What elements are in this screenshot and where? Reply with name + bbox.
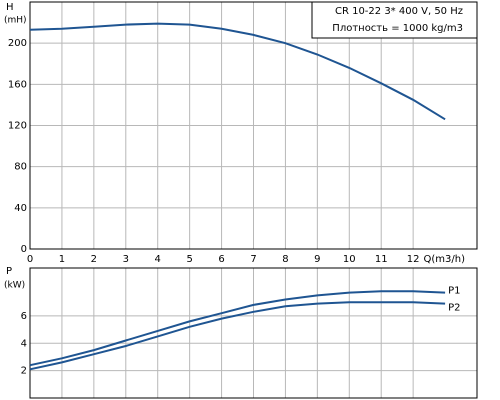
x-tick-label: 3 (123, 254, 129, 265)
x-label: Q(m3/h) (424, 254, 466, 265)
curve (29, 301, 446, 371)
x-tick-label: 7 (250, 254, 256, 265)
curve (29, 290, 446, 367)
info-text: Плотность = 1000 kg/m3 (332, 23, 463, 34)
x-tick-label: 1 (59, 254, 65, 265)
curve (29, 22, 446, 121)
y-tick-label: 160 (8, 79, 27, 90)
frame (29, 1, 478, 250)
y-tick-label: 2 (21, 366, 27, 377)
curve-label: P1 (448, 286, 460, 297)
y-tick-label: 4 (21, 338, 27, 349)
y-unit: (mH) (4, 16, 27, 26)
x-tick-label: 11 (375, 254, 388, 265)
y-tick-label: 0 (21, 244, 27, 255)
x-tick-label: 4 (155, 254, 161, 265)
y-tick-label: 80 (14, 162, 27, 173)
y-unit: (kW) (4, 281, 25, 291)
y-tick-label: 120 (8, 121, 27, 132)
y-tick-label: 200 (8, 38, 27, 49)
x-tick-label: 9 (314, 254, 320, 265)
x-tick-label: 2 (91, 254, 97, 265)
x-tick-label: 6 (218, 254, 224, 265)
y-tick-label: 6 (21, 311, 27, 322)
info-text: CR 10-22 3* 400 V, 50 Hz (335, 6, 463, 17)
y-label: P (6, 266, 12, 277)
frame (29, 267, 478, 399)
x-tick-label: 12 (407, 254, 420, 265)
y-tick-label: 40 (14, 203, 27, 214)
x-tick-label: 10 (343, 254, 356, 265)
curve-label: P2 (448, 303, 460, 314)
x-tick-label: 5 (186, 254, 192, 265)
x-tick-label: 8 (282, 254, 288, 265)
x-tick-label: 0 (27, 254, 33, 265)
info-box (311, 1, 478, 39)
y-label: H (6, 2, 14, 13)
